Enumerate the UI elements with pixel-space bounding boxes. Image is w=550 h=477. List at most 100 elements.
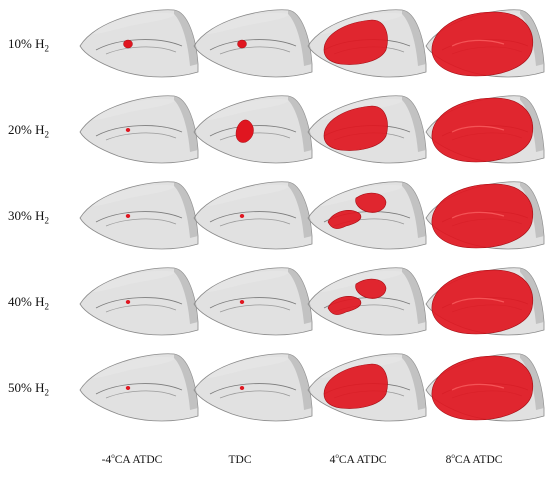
- bowl-ring: [105, 218, 177, 227]
- chamber-dome: [206, 184, 290, 206]
- chamber-panel: [79, 181, 199, 250]
- chamber-wall: [174, 10, 198, 66]
- chamber-dome: [92, 98, 176, 120]
- flame-highlight: [451, 297, 505, 305]
- chamber-wall: [288, 182, 312, 238]
- bowl-ring: [95, 211, 183, 223]
- bowl-ring: [219, 304, 291, 313]
- chamber-panel: [425, 9, 545, 78]
- chamber-wall: [288, 10, 312, 66]
- chamber-dome: [92, 184, 176, 206]
- panel-grid: [79, 9, 545, 422]
- chamber-panel: [307, 9, 427, 78]
- flame-front: [355, 192, 387, 213]
- flame-highlight: [451, 39, 505, 47]
- chamber-panel: [193, 9, 313, 78]
- flame-kernel: [125, 128, 131, 132]
- chamber-wall: [288, 354, 312, 410]
- row-label: 50% H2: [8, 380, 49, 398]
- chamber-panel: [193, 95, 313, 164]
- flame-front: [431, 183, 534, 249]
- chamber-panel: [425, 353, 545, 422]
- flame-front: [323, 19, 388, 65]
- flame-kernel: [123, 39, 133, 49]
- chamber-wall: [288, 268, 312, 324]
- flame-front: [323, 363, 388, 409]
- chamber-panel: [425, 95, 545, 164]
- column-label: 4oCA ATDC: [329, 452, 387, 466]
- row-label: 40% H2: [8, 294, 49, 312]
- chamber-panel: [193, 353, 313, 422]
- bowl-ring: [95, 297, 183, 309]
- row-label: 30% H2: [8, 208, 49, 226]
- bowl-ring: [209, 39, 297, 51]
- chamber-panel: [425, 267, 545, 336]
- chamber-wall: [402, 10, 426, 66]
- flame-kernel: [125, 386, 131, 390]
- flame-front: [431, 11, 534, 77]
- flame-front: [355, 278, 387, 299]
- column-label: 8oCA ATDC: [445, 452, 503, 466]
- chamber-panel: [307, 353, 427, 422]
- chamber-dome: [92, 356, 176, 378]
- bowl-ring: [209, 297, 297, 309]
- flame-highlight: [451, 383, 505, 391]
- chamber-wall: [402, 182, 426, 238]
- bowl-ring: [209, 383, 297, 395]
- flame-kernel: [237, 39, 247, 49]
- chamber-wall: [402, 354, 426, 410]
- bowl-ring: [95, 383, 183, 395]
- flame-kernel: [125, 214, 131, 218]
- flame-kernel: [239, 300, 245, 304]
- flame-front: [431, 269, 534, 335]
- bowl-ring: [219, 390, 291, 399]
- row-label: 20% H2: [8, 122, 49, 140]
- bowl-ring: [105, 390, 177, 399]
- bowl-ring: [105, 46, 177, 55]
- bowl-ring: [105, 304, 177, 313]
- flame-front: [431, 97, 534, 163]
- chamber-panel: [193, 181, 313, 250]
- flame-front: [323, 105, 388, 151]
- chamber-panel: [425, 181, 545, 250]
- chamber-panel: [79, 353, 199, 422]
- bowl-ring: [219, 218, 291, 227]
- bowl-ring: [219, 46, 291, 55]
- chamber-panel: [79, 9, 199, 78]
- chamber-dome: [206, 12, 290, 34]
- chamber-dome: [206, 356, 290, 378]
- chamber-dome: [92, 270, 176, 292]
- chamber-wall: [402, 96, 426, 152]
- chamber-wall: [402, 268, 426, 324]
- chamber-wall: [288, 96, 312, 152]
- flame-highlight: [451, 211, 505, 219]
- chamber-wall: [174, 268, 198, 324]
- chamber-wall: [174, 354, 198, 410]
- flame-front: [431, 355, 534, 421]
- chamber-panel: [79, 267, 199, 336]
- chamber-panel: [307, 267, 427, 336]
- chamber-panel: [307, 181, 427, 250]
- bowl-ring: [219, 132, 291, 141]
- flame-front: [327, 210, 362, 229]
- bowl-ring: [105, 132, 177, 141]
- flame-kernel: [125, 300, 131, 304]
- bowl-ring: [209, 211, 297, 223]
- chamber-panel: [307, 95, 427, 164]
- column-label: -4oCA ATDC: [101, 452, 163, 466]
- column-label: TDC: [228, 453, 252, 466]
- bowl-ring: [95, 39, 183, 51]
- chamber-dome: [92, 12, 176, 34]
- chamber-dome: [206, 270, 290, 292]
- flame-kernel: [239, 386, 245, 390]
- chamber-panel: [79, 95, 199, 164]
- flame-kernel: [235, 119, 254, 143]
- chamber-dome: [206, 98, 290, 120]
- bowl-ring: [95, 125, 183, 137]
- chamber-panel: [193, 267, 313, 336]
- chamber-wall: [174, 182, 198, 238]
- flame-kernel: [239, 214, 245, 218]
- chamber-wall: [174, 96, 198, 152]
- flame-highlight: [451, 125, 505, 133]
